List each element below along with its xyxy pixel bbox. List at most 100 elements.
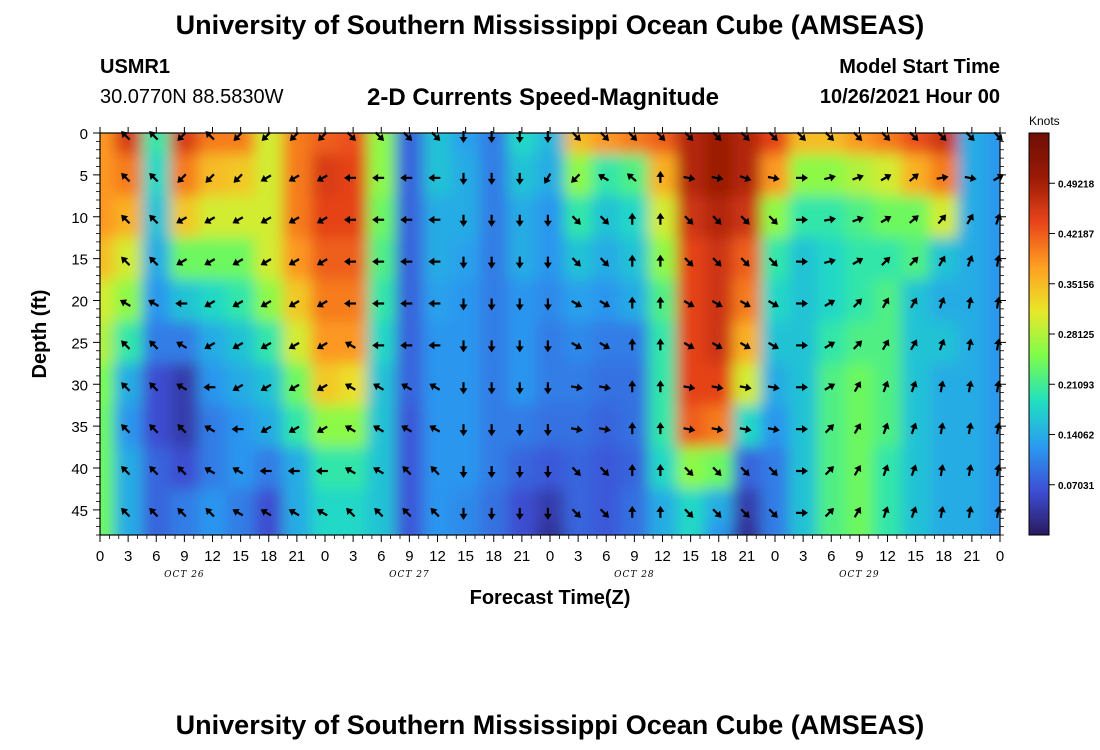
- current-arrow: [149, 214, 159, 225]
- current-arrow: [401, 383, 413, 391]
- current-arrow: [515, 382, 524, 395]
- current-arrow: [121, 382, 131, 392]
- heat-cell: [254, 488, 284, 524]
- current-arrow: [683, 341, 695, 350]
- current-arrow: [287, 467, 300, 475]
- colorbar-unit: Knots: [1029, 114, 1060, 128]
- heat-cell: [226, 405, 256, 448]
- heat-cell: [479, 195, 509, 239]
- heat-cell: [507, 405, 537, 448]
- heat-cell: [479, 279, 509, 323]
- heat-cell: [451, 522, 481, 535]
- heat-cell: [451, 237, 481, 281]
- heat-cell: [507, 363, 537, 406]
- colorbar-tick-label: 0.14062: [1058, 431, 1095, 442]
- heat-cell: [198, 522, 228, 535]
- current-arrow: [260, 174, 272, 182]
- heat-cell: [873, 522, 903, 535]
- heat-cell: [535, 363, 565, 406]
- heat-cell: [226, 133, 256, 155]
- current-arrow: [428, 341, 441, 350]
- current-arrow: [881, 339, 890, 351]
- heat-cell: [226, 522, 256, 535]
- current-arrow: [712, 257, 722, 267]
- heat-cell: [760, 447, 790, 490]
- heat-cell: [282, 195, 312, 239]
- current-arrow: [711, 174, 724, 182]
- current-arrow: [852, 298, 863, 308]
- current-arrow: [428, 215, 441, 224]
- heat-cell: [142, 522, 171, 535]
- current-arrow: [316, 383, 328, 392]
- heat-cell: [170, 195, 200, 239]
- heat-cell: [760, 522, 790, 535]
- y-tick-label: 45: [71, 503, 88, 520]
- heat-cell: [254, 363, 284, 406]
- heat-cell: [451, 279, 481, 323]
- heat-cell: [957, 488, 987, 524]
- current-arrow: [881, 380, 890, 393]
- station-id: USMR1: [100, 56, 171, 78]
- heat-cell: [592, 447, 621, 490]
- heat-cell: [620, 488, 650, 524]
- heat-cell: [507, 133, 537, 155]
- heat-cell: [395, 363, 425, 406]
- heat-cell: [100, 321, 115, 364]
- heat-cell: [676, 522, 706, 535]
- heat-cell: [789, 133, 818, 155]
- heat-cell: [479, 405, 509, 448]
- current-arrow: [232, 216, 244, 224]
- current-arrow: [344, 257, 356, 266]
- heat-cell: [339, 321, 368, 364]
- heat-cell: [648, 522, 678, 535]
- heat-cell: [114, 363, 143, 406]
- current-arrow: [628, 296, 637, 309]
- current-arrow: [149, 340, 159, 350]
- current-arrow: [487, 172, 496, 185]
- heat-cell: [423, 522, 453, 535]
- heat-cell: [100, 363, 115, 406]
- heat-cell: [395, 237, 425, 281]
- heat-cell: [254, 321, 284, 364]
- heat-cell: [507, 153, 537, 197]
- current-arrow: [402, 466, 412, 476]
- current-arrow: [543, 214, 552, 227]
- current-arrow: [683, 425, 696, 434]
- current-arrow: [515, 507, 524, 520]
- current-arrow: [853, 464, 862, 476]
- heat-cell: [451, 447, 481, 490]
- heat-cell: [395, 153, 425, 197]
- heat-cell: [817, 133, 846, 155]
- heat-cell: [479, 363, 509, 406]
- heat-cell: [114, 405, 143, 448]
- current-arrow: [599, 383, 612, 392]
- current-arrow: [965, 380, 974, 393]
- footer-title: University of Southern Mississippi Ocean…: [175, 710, 925, 740]
- current-arrow: [711, 300, 723, 308]
- current-arrow: [656, 296, 665, 309]
- current-arrow: [570, 425, 583, 434]
- heat-cell: [957, 133, 987, 155]
- current-arrow: [232, 383, 244, 392]
- current-arrow: [628, 464, 637, 476]
- current-arrow: [121, 466, 131, 476]
- heat-cell: [732, 133, 762, 155]
- heat-cell: [367, 321, 396, 364]
- heat-cell: [535, 133, 565, 155]
- heat-cell: [817, 522, 846, 535]
- current-arrow: [656, 505, 665, 518]
- current-arrow: [149, 507, 159, 518]
- current-arrow: [628, 254, 637, 267]
- heat-cell: [254, 237, 284, 281]
- current-arrow: [910, 339, 918, 351]
- heat-cell: [507, 447, 537, 490]
- current-arrow: [232, 341, 244, 350]
- y-tick-label: 30: [71, 377, 88, 394]
- current-arrow: [429, 383, 441, 391]
- heat-cell: [732, 447, 762, 490]
- heat-cell: [451, 321, 481, 364]
- heat-cell: [310, 488, 340, 524]
- page-title: University of Southern Mississippi Ocean…: [175, 10, 925, 40]
- current-arrow: [767, 300, 779, 308]
- heat-cell: [985, 321, 1000, 364]
